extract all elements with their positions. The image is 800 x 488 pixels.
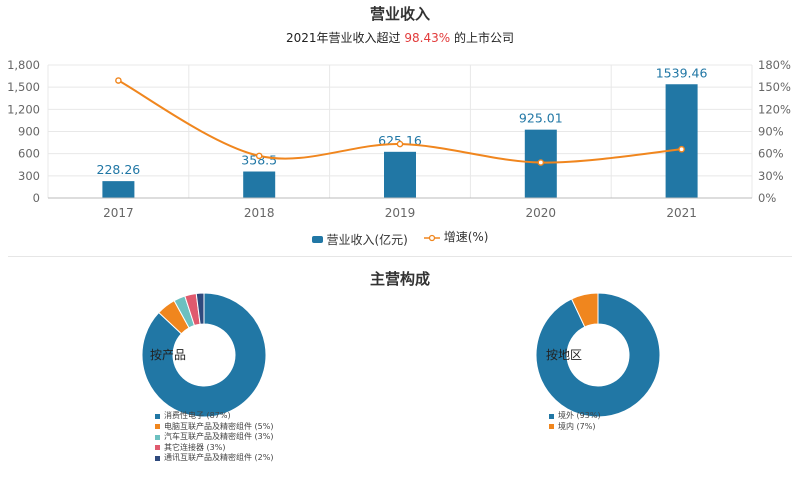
chart-legend: 营业收入(亿元) 增速(%) bbox=[0, 228, 800, 248]
legend-text: 电脑互联产品及精密组件 (5%) bbox=[164, 421, 274, 431]
growth-line bbox=[117, 79, 682, 164]
y-left-tick-label: 900 bbox=[18, 125, 40, 139]
growth-point bbox=[396, 140, 404, 148]
legend-label-revenue: 营业收入(亿元) bbox=[326, 232, 408, 247]
donut-slice[interactable] bbox=[195, 292, 205, 325]
donut-slice[interactable] bbox=[570, 292, 599, 328]
legend-swatch bbox=[549, 413, 554, 419]
legend-swatch bbox=[549, 424, 554, 430]
growth-point bbox=[115, 77, 122, 84]
legend-text: 境内 (7%) bbox=[558, 421, 596, 431]
legend-swatch-line bbox=[423, 232, 440, 242]
legend-text: 消费性电子 (87%) bbox=[164, 411, 231, 420]
y-right-tick-label: 120% bbox=[758, 102, 791, 116]
donut-slice[interactable] bbox=[535, 292, 661, 418]
bar-value-label: 228.26 bbox=[97, 162, 141, 177]
section-divider bbox=[8, 256, 792, 257]
y-left-tick-label: 1,800 bbox=[7, 58, 40, 72]
legend-item-revenue[interactable]: 营业收入(亿元) bbox=[311, 231, 408, 248]
legend-swatch bbox=[155, 445, 160, 451]
donut-legend-product: 消费性电子 (87%) 电脑互联产品及精密组件 (5%) 汽车互联产品及精密组件 (… bbox=[155, 411, 273, 464]
legend-text: 汽车互联产品及精密组件 (3%) bbox=[164, 432, 274, 441]
bar bbox=[102, 181, 135, 198]
legend-swatch-bar bbox=[311, 235, 323, 243]
y-left-tick-label: 600 bbox=[18, 147, 40, 161]
subtitle-suffix: 的上市公司 bbox=[450, 31, 514, 45]
chart-subtitle: 2021年营业收入超过 98.43% 的上市公司 bbox=[0, 29, 800, 46]
donut-legend-item[interactable]: 其它连接器 (3%) bbox=[155, 443, 273, 454]
growth-point bbox=[678, 145, 685, 153]
donut-legend-region: 境外 (93%) 境内 (7%) bbox=[549, 411, 601, 432]
x-tick-label: 2019 bbox=[385, 206, 416, 220]
legend-text: 境外 (93%) bbox=[558, 411, 601, 420]
donut-label-product: 按产品 bbox=[150, 348, 187, 362]
legend-text: 其它连接器 (3%) bbox=[164, 442, 226, 452]
donut-legend-item[interactable]: 境内 (7%) bbox=[549, 422, 601, 433]
growth-point bbox=[537, 159, 545, 166]
y-right-tick-label: 60% bbox=[758, 147, 784, 161]
y-right-tick-label: 0% bbox=[758, 191, 776, 205]
legend-item-growth[interactable]: 增速(%) bbox=[423, 228, 489, 245]
donut-chart-product bbox=[141, 292, 267, 418]
y-right-tick-label: 150% bbox=[758, 80, 791, 94]
bar bbox=[665, 84, 698, 198]
y-right-tick-label: 90% bbox=[758, 125, 784, 139]
legend-text: 通讯互联产品及精密组件 (2%) bbox=[164, 453, 274, 462]
bar-value-label: 925.01 bbox=[519, 111, 563, 126]
y-left-tick-label: 1,500 bbox=[7, 80, 40, 94]
donut-slice[interactable] bbox=[141, 292, 267, 418]
donut-legend-item[interactable]: 消费性电子 (87%) bbox=[155, 411, 273, 422]
bar-value-label: 358.5 bbox=[241, 153, 277, 168]
legend-swatch bbox=[155, 434, 160, 440]
section-title: 主营构成 bbox=[369, 270, 430, 288]
line-layer[interactable] bbox=[115, 77, 685, 166]
subtitle-highlight: 98.43% bbox=[404, 31, 451, 45]
legend-swatch bbox=[155, 455, 160, 461]
bar-value-label: 1539.46 bbox=[656, 65, 708, 80]
donut-label-region: 按地区 bbox=[546, 348, 583, 362]
donut-legend-item[interactable]: 汽车互联产品及精密组件 (3%) bbox=[155, 432, 273, 443]
bar bbox=[243, 171, 276, 198]
y-right-tick-label: 30% bbox=[758, 169, 784, 183]
donut-legend-item[interactable]: 通讯互联产品及精密组件 (2%) bbox=[155, 453, 273, 464]
axis-layer: 0 300 600 900 1,200 1,500 1,800 0% 30% 60% 90% 120%… bbox=[7, 58, 791, 220]
legend-label-growth: 增速(%) bbox=[443, 230, 489, 244]
bar bbox=[384, 151, 416, 198]
donut-legend-item[interactable]: 电脑互联产品及精密组件 (5%) bbox=[155, 422, 273, 433]
subtitle-prefix: 2021年营业收入超过 bbox=[286, 31, 405, 45]
y-left-tick-label: 1,200 bbox=[7, 102, 40, 116]
x-tick-label: 2020 bbox=[526, 206, 557, 220]
y-left-tick-label: 300 bbox=[18, 169, 40, 183]
donut-legend-item[interactable]: 境外 (93%) bbox=[549, 411, 601, 422]
chart-title: 营业收入 bbox=[369, 5, 430, 23]
x-tick-label: 2021 bbox=[666, 206, 697, 220]
legend-swatch bbox=[155, 424, 160, 430]
y-left-tick-label: 0 bbox=[33, 191, 40, 205]
donut-chart-region bbox=[535, 292, 661, 418]
x-tick-label: 2017 bbox=[103, 206, 134, 220]
growth-point bbox=[255, 152, 263, 160]
legend-swatch bbox=[155, 413, 160, 419]
x-tick-label: 2018 bbox=[244, 206, 275, 220]
y-right-tick-label: 180% bbox=[758, 58, 791, 72]
